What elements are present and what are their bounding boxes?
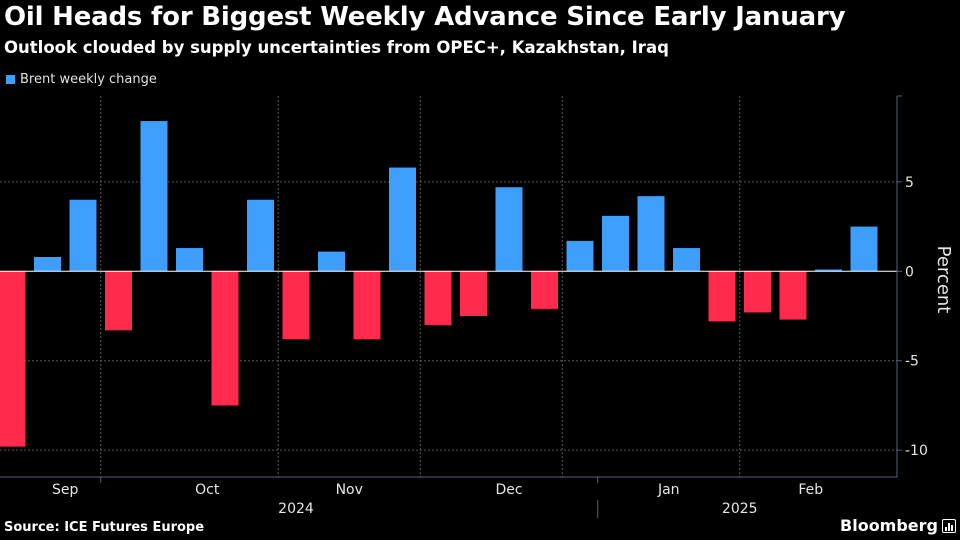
y-tick-label: -10	[905, 443, 928, 459]
bar	[389, 167, 416, 272]
bar	[815, 269, 842, 272]
bar	[637, 196, 665, 272]
chart-subtitle: Outlook clouded by supply uncertainties …	[4, 38, 669, 57]
bar	[602, 215, 629, 272]
month-label: Feb	[798, 482, 823, 498]
brand-name: Bloomberg	[840, 516, 938, 535]
legend-label: Brent weekly change	[20, 72, 157, 87]
bar	[247, 199, 274, 272]
legend-swatch	[6, 75, 15, 84]
y-axis-title: Percent	[933, 246, 954, 314]
month-label: Sep	[52, 482, 79, 498]
bar	[531, 271, 558, 309]
bar	[0, 271, 26, 447]
month-label: Jan	[657, 482, 680, 498]
bar	[282, 271, 310, 340]
bar	[34, 256, 61, 272]
bar	[460, 271, 487, 317]
bar	[850, 226, 878, 272]
year-label: 2024	[278, 501, 314, 517]
bar	[566, 240, 594, 272]
bar-chart-icon	[942, 518, 956, 533]
source-note: Source: ICE Futures Europe	[4, 520, 205, 535]
y-tick-label: 0	[905, 264, 914, 280]
brand-logo: Bloomberg	[840, 516, 956, 535]
bar	[495, 187, 523, 272]
bar	[424, 271, 452, 325]
y-tick-label: -5	[905, 354, 919, 370]
bar	[211, 271, 239, 406]
chart-title: Oil Heads for Biggest Weekly Advance Sin…	[4, 2, 846, 32]
bar	[69, 199, 97, 272]
bar	[140, 121, 168, 272]
month-label: Nov	[336, 482, 363, 498]
month-label: Dec	[495, 482, 522, 498]
y-tick-label: 5	[905, 175, 914, 191]
year-label: 2025	[722, 501, 758, 517]
month-label: Oct	[195, 482, 220, 498]
bar	[708, 271, 736, 322]
bar	[779, 271, 807, 320]
bar	[353, 271, 381, 340]
bar	[673, 248, 700, 272]
bar	[744, 271, 771, 313]
legend: Brent weekly change	[6, 72, 157, 87]
bar	[176, 248, 203, 272]
bar	[105, 271, 132, 331]
bar	[318, 251, 345, 272]
